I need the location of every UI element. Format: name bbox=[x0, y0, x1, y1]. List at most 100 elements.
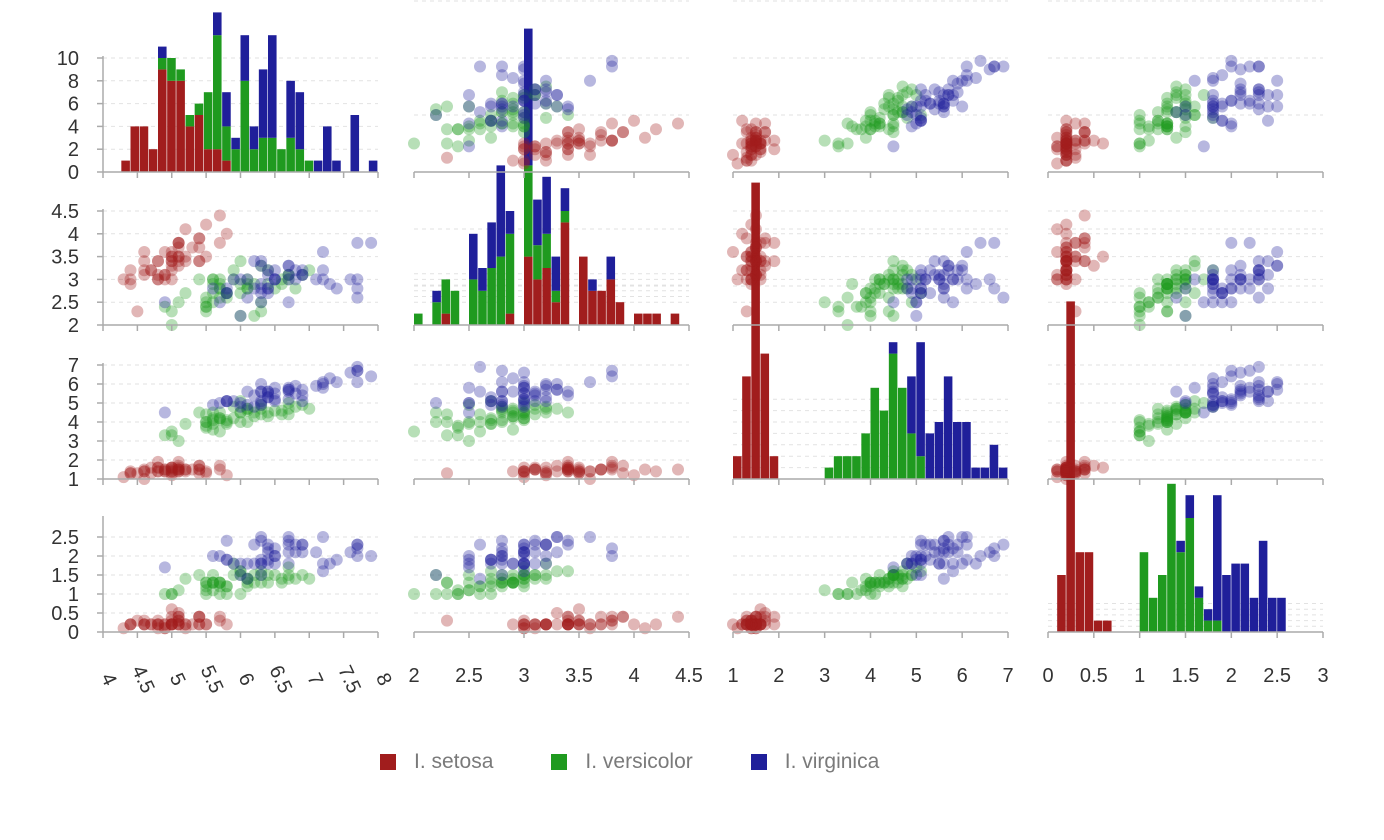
scatter-point bbox=[960, 60, 973, 73]
scatter-point bbox=[485, 114, 497, 127]
y-tick-label: 4 bbox=[68, 116, 79, 138]
scatter-point bbox=[518, 565, 530, 578]
scatter-point bbox=[1170, 273, 1183, 286]
scatter-point bbox=[241, 277, 254, 290]
scatter-point bbox=[518, 63, 530, 76]
scatter-point bbox=[759, 134, 772, 147]
scatter-point bbox=[869, 117, 882, 130]
scatter-point bbox=[485, 588, 497, 600]
scatter-point bbox=[749, 618, 762, 631]
scatter-point bbox=[759, 607, 772, 619]
scatter-point bbox=[282, 546, 295, 559]
scatter-point bbox=[1207, 282, 1219, 295]
scatter-point bbox=[1170, 277, 1183, 290]
scatter-point bbox=[507, 120, 519, 133]
scatter-point bbox=[887, 273, 900, 286]
scatter-point bbox=[1060, 123, 1073, 136]
histogram-bar bbox=[1167, 483, 1176, 632]
x-tick-label: 6 bbox=[234, 670, 259, 689]
scatter-point bbox=[882, 100, 895, 113]
scatter-point bbox=[165, 618, 178, 631]
histogram-bar bbox=[551, 302, 561, 325]
scatter-point bbox=[1051, 471, 1064, 484]
scatter-point bbox=[947, 557, 959, 570]
scatter-point bbox=[1152, 402, 1164, 415]
scatter-point bbox=[463, 117, 475, 130]
scatter-point bbox=[207, 287, 219, 300]
histogram-bar bbox=[496, 256, 506, 325]
scatter-point bbox=[529, 463, 541, 476]
scatter-point bbox=[193, 459, 206, 472]
scatter-point bbox=[878, 97, 891, 110]
scatter-point bbox=[745, 131, 758, 144]
scatter-point bbox=[200, 580, 213, 593]
scatter-point bbox=[540, 618, 552, 631]
scatter-point bbox=[1234, 273, 1247, 286]
scatter-point bbox=[248, 406, 261, 419]
scatter-point bbox=[507, 465, 519, 478]
scatter-point bbox=[529, 534, 541, 547]
scatter-point bbox=[997, 538, 1010, 551]
scatter-point bbox=[1060, 246, 1073, 259]
scatter-point bbox=[754, 137, 767, 150]
scatter-point bbox=[1069, 148, 1082, 161]
scatter-point bbox=[1179, 109, 1192, 121]
scatter-point bbox=[933, 557, 946, 570]
scatter-point bbox=[1133, 429, 1146, 442]
scatter-point bbox=[914, 273, 927, 286]
scatter-point bbox=[878, 277, 891, 290]
histogram-bar bbox=[1240, 563, 1250, 632]
scatter-point bbox=[745, 246, 758, 259]
scatter-point bbox=[172, 435, 185, 447]
scatter-point bbox=[937, 557, 950, 570]
scatter-point bbox=[1179, 264, 1192, 277]
scatter-point bbox=[441, 576, 453, 589]
scatter-point bbox=[1207, 264, 1219, 277]
scatter-point bbox=[562, 463, 574, 476]
scatter-point bbox=[1216, 296, 1229, 309]
scatter-point bbox=[928, 83, 941, 96]
scatter-point bbox=[529, 618, 541, 631]
scatter-point bbox=[1197, 89, 1210, 102]
histogram-bar bbox=[258, 137, 268, 172]
scatter-point bbox=[507, 100, 519, 113]
scatter-point bbox=[1179, 273, 1192, 286]
scatter-point bbox=[1188, 109, 1201, 121]
scatter-point bbox=[227, 412, 240, 425]
scatter-point bbox=[518, 379, 530, 392]
scatter-point bbox=[988, 282, 1001, 295]
scatter-point bbox=[573, 618, 585, 631]
scatter-point bbox=[727, 246, 739, 259]
scatter-point bbox=[1051, 465, 1064, 478]
scatter-point bbox=[540, 74, 552, 87]
histogram-bar bbox=[194, 103, 204, 115]
scatter-point bbox=[628, 114, 640, 127]
scatter-point bbox=[507, 576, 519, 589]
scatter-point bbox=[518, 117, 530, 130]
scatter-point bbox=[887, 569, 900, 581]
scatter-point bbox=[1207, 273, 1219, 286]
scatter-point bbox=[754, 603, 767, 616]
histogram-bar bbox=[505, 233, 515, 314]
x-tick-label: 2 bbox=[773, 665, 784, 687]
y-tick-label: 2.5 bbox=[51, 292, 79, 314]
histogram-bar bbox=[733, 456, 742, 479]
scatter-point bbox=[846, 576, 859, 589]
scatter-point bbox=[905, 268, 918, 281]
scatter-point bbox=[892, 273, 904, 286]
scatter-point bbox=[351, 360, 364, 373]
scatter-point bbox=[672, 463, 684, 476]
scatter-point bbox=[1161, 277, 1174, 290]
scatter-point bbox=[507, 410, 519, 423]
scatter-point bbox=[463, 417, 475, 430]
histogram-bar bbox=[176, 69, 185, 81]
scatter-point bbox=[1133, 305, 1146, 318]
scatter-point bbox=[540, 557, 552, 570]
scatter-point bbox=[430, 588, 442, 600]
scatter-point bbox=[463, 584, 475, 597]
scatter-point bbox=[1179, 397, 1192, 409]
scatter-point bbox=[152, 618, 164, 631]
scatter-point bbox=[193, 406, 206, 419]
scatter-point bbox=[1060, 137, 1073, 150]
scatter-point bbox=[268, 404, 281, 417]
